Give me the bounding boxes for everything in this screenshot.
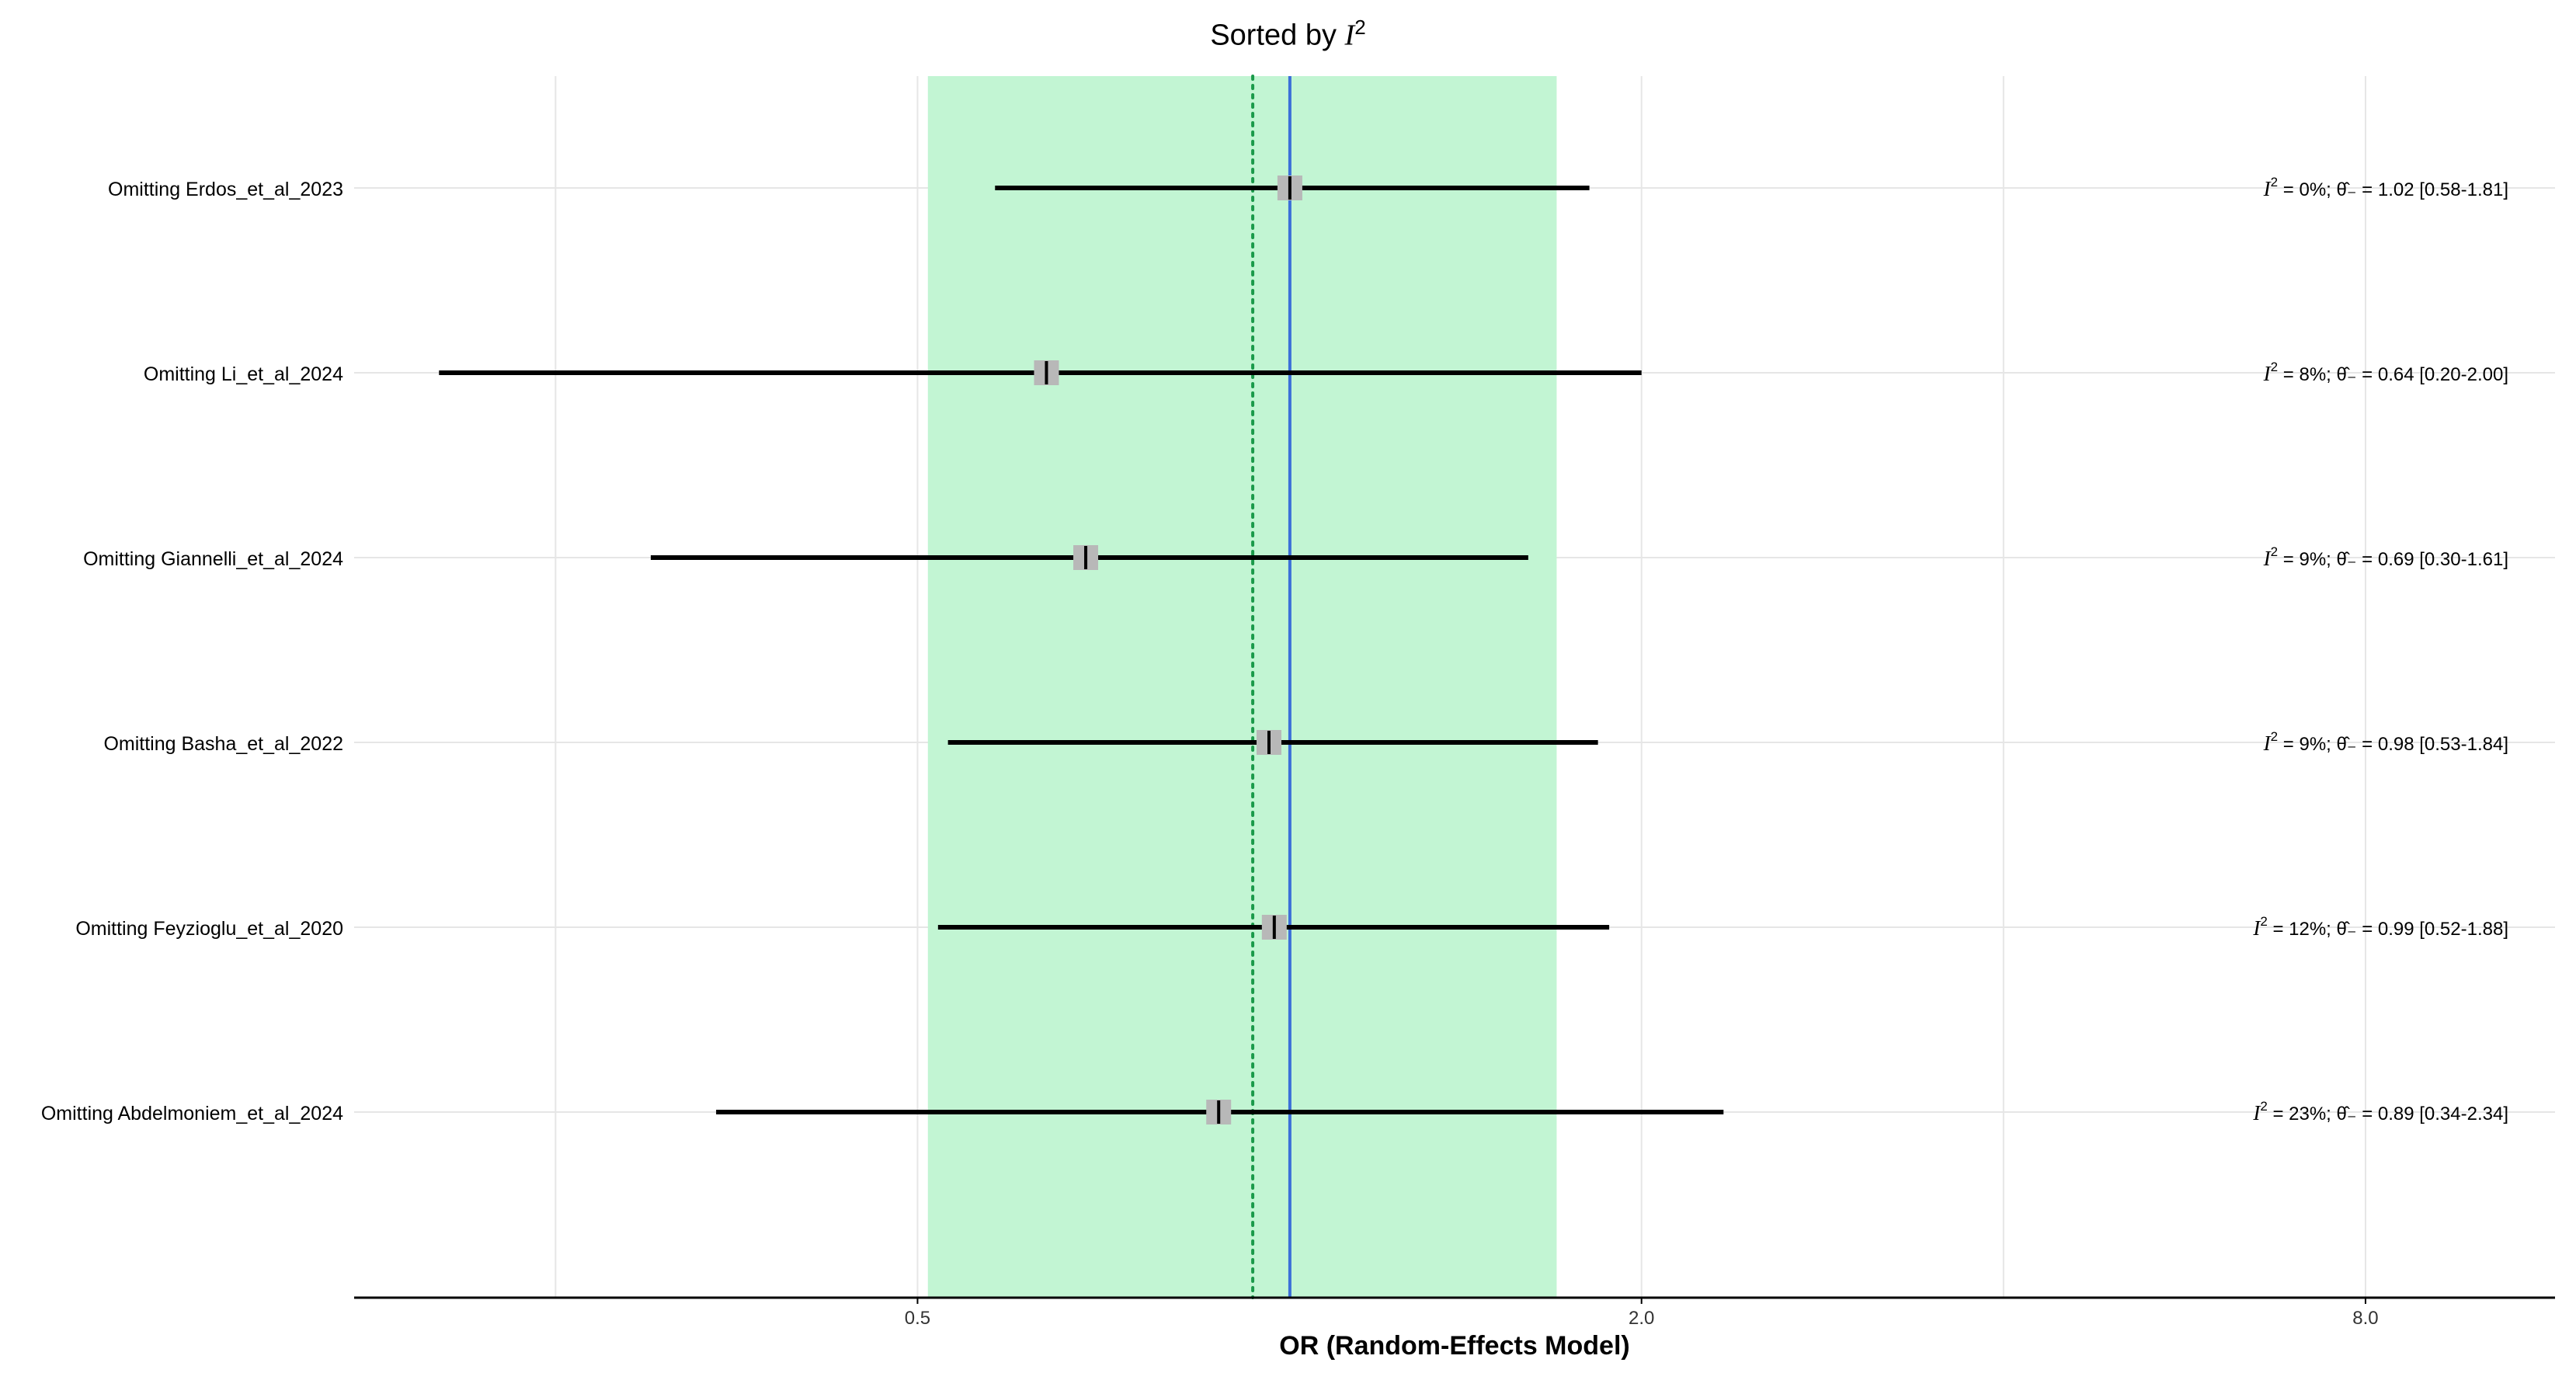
study-label: Omitting Giannelli_et_al_2024 — [83, 548, 343, 570]
study-label: Omitting Abdelmoniem_et_al_2024 — [41, 1103, 343, 1124]
chart-title-exponent: 2 — [1354, 16, 1366, 39]
x-tick-label: 8.0 — [2352, 1308, 2378, 1329]
chart-title-symbol: I — [1344, 19, 1355, 52]
row-annotation: I2 = 9%; θ̂₋ = 0.69 [0.30-1.61] — [2263, 544, 2508, 570]
row-annotation: I2 = 0%; θ̂₋ = 1.02 [0.58-1.81] — [2263, 175, 2508, 200]
study-label: Omitting Basha_et_al_2022 — [103, 733, 343, 755]
chart-title: Sorted by I2 — [0, 16, 2576, 53]
x-tick-label: 0.5 — [905, 1308, 930, 1329]
row-annotation: I2 = 9%; θ̂₋ = 0.98 [0.53-1.84] — [2263, 729, 2508, 755]
x-tick-label: 2.0 — [1629, 1308, 1654, 1329]
study-label: Omitting Erdos_et_al_2023 — [108, 179, 343, 200]
row-annotation: I2 = 23%; θ̂₋ = 0.89 [0.34-2.34] — [2252, 1099, 2508, 1124]
study-label: Omitting Feyzioglu_et_al_2020 — [75, 918, 343, 940]
overall-ci-band — [927, 76, 1557, 1298]
study-label: Omitting Li_et_al_2024 — [144, 363, 343, 385]
chart-title-prefix: Sorted by — [1210, 19, 1337, 52]
row-annotation: I2 = 8%; θ̂₋ = 0.64 [0.20-2.00] — [2263, 360, 2508, 385]
x-axis-label: OR (Random-Effects Model) — [1279, 1331, 1629, 1361]
row-annotation: I2 = 12%; θ̂₋ = 0.99 [0.52-1.88] — [2252, 914, 2508, 940]
